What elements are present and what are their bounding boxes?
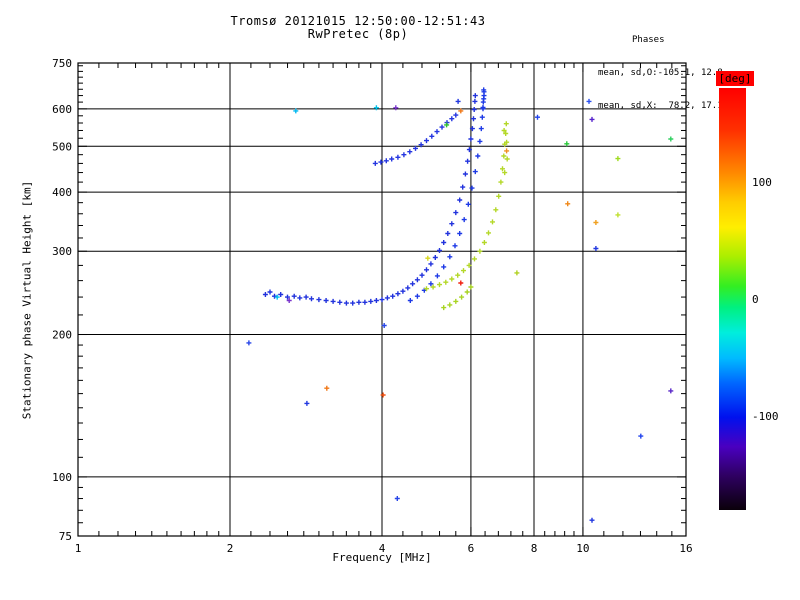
phase-stats-heading: Phases bbox=[632, 35, 665, 45]
colorbar bbox=[719, 88, 746, 510]
series-o-mode-main bbox=[262, 93, 478, 306]
y-tick-label: 750 bbox=[52, 57, 72, 70]
colorbar-tick-label: 0 bbox=[752, 293, 759, 306]
series-x-mode-lower bbox=[441, 284, 474, 311]
y-tick-label: 300 bbox=[52, 245, 72, 258]
y-tick-label: 500 bbox=[52, 140, 72, 153]
colorbar-unit-label: [deg] bbox=[716, 71, 754, 86]
x-axis-label: Frequency [MHz] bbox=[332, 551, 432, 564]
series-x-mode-main bbox=[424, 121, 510, 292]
series-o-mode-second bbox=[407, 87, 487, 303]
colorbar-tick-label: -100 bbox=[752, 410, 779, 423]
phase-stats-x-mode: mean, sd,X: 78.2, 17.1 bbox=[598, 101, 723, 111]
x-tick-label: 8 bbox=[531, 542, 538, 555]
x-tick-label: 16 bbox=[679, 542, 692, 555]
colorbar-tick-label: 100 bbox=[752, 176, 772, 189]
y-tick-label: 100 bbox=[52, 471, 72, 484]
x-tick-label: 10 bbox=[576, 542, 589, 555]
page-subtitle: RwPretec (8p) bbox=[307, 27, 409, 41]
x-tick-label: 4 bbox=[379, 542, 386, 555]
x-tick-label: 1 bbox=[75, 542, 82, 555]
x-tick-label: 6 bbox=[468, 542, 475, 555]
series-o-mode-upper-arc bbox=[372, 112, 459, 166]
y-tick-label: 200 bbox=[52, 329, 72, 342]
plot-frame bbox=[77, 62, 687, 537]
phase-stats-o-mode: mean, sd,O:-105.1, 12.8 bbox=[598, 68, 723, 78]
page-title: Tromsø 20121015 12:50:00-12:51:43 bbox=[230, 14, 486, 28]
y-tick-label: 600 bbox=[52, 103, 72, 116]
y-tick-label: 400 bbox=[52, 186, 72, 199]
y-tick-label: 75 bbox=[59, 530, 72, 543]
phase-statistics: Phases mean, sd,O:-105.1, 12.8 mean, sd,… bbox=[598, 13, 768, 134]
x-tick-label: 2 bbox=[227, 542, 234, 555]
scatter-points bbox=[246, 98, 674, 523]
